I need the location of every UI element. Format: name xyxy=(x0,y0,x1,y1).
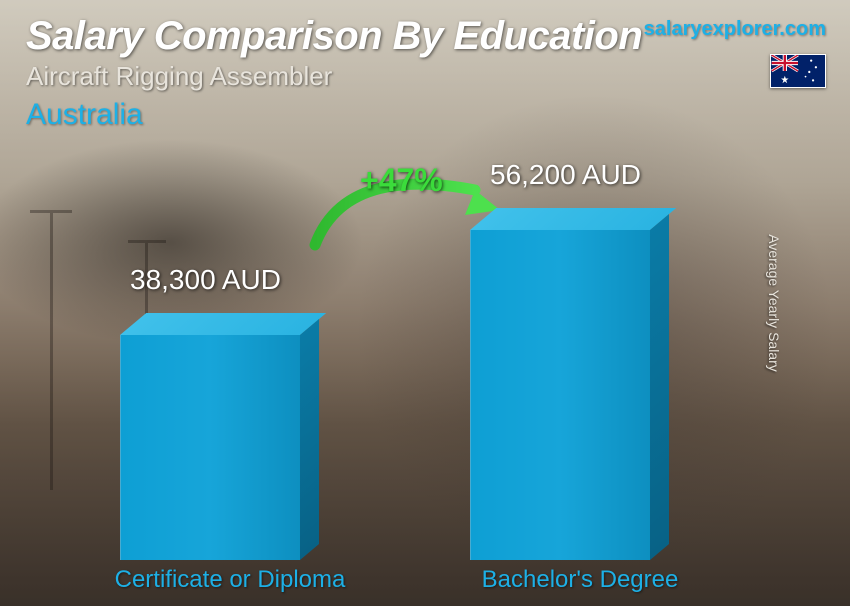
bar-chart: 38,300 AUD 56,200 AUD Certificate or Dip… xyxy=(0,170,850,606)
chart-country: Australia xyxy=(26,98,830,132)
site-link[interactable]: salaryexplorer.com xyxy=(644,18,826,41)
bar-value-2: 56,200 AUD xyxy=(490,159,641,191)
bar-label-2: Bachelor's Degree xyxy=(460,566,700,594)
chart-subtitle: Aircraft Rigging Assembler xyxy=(26,61,830,92)
bar-label-1: Certificate or Diploma xyxy=(100,566,360,594)
bar-value-1: 38,300 AUD xyxy=(130,264,281,296)
flag-icon xyxy=(770,54,826,88)
